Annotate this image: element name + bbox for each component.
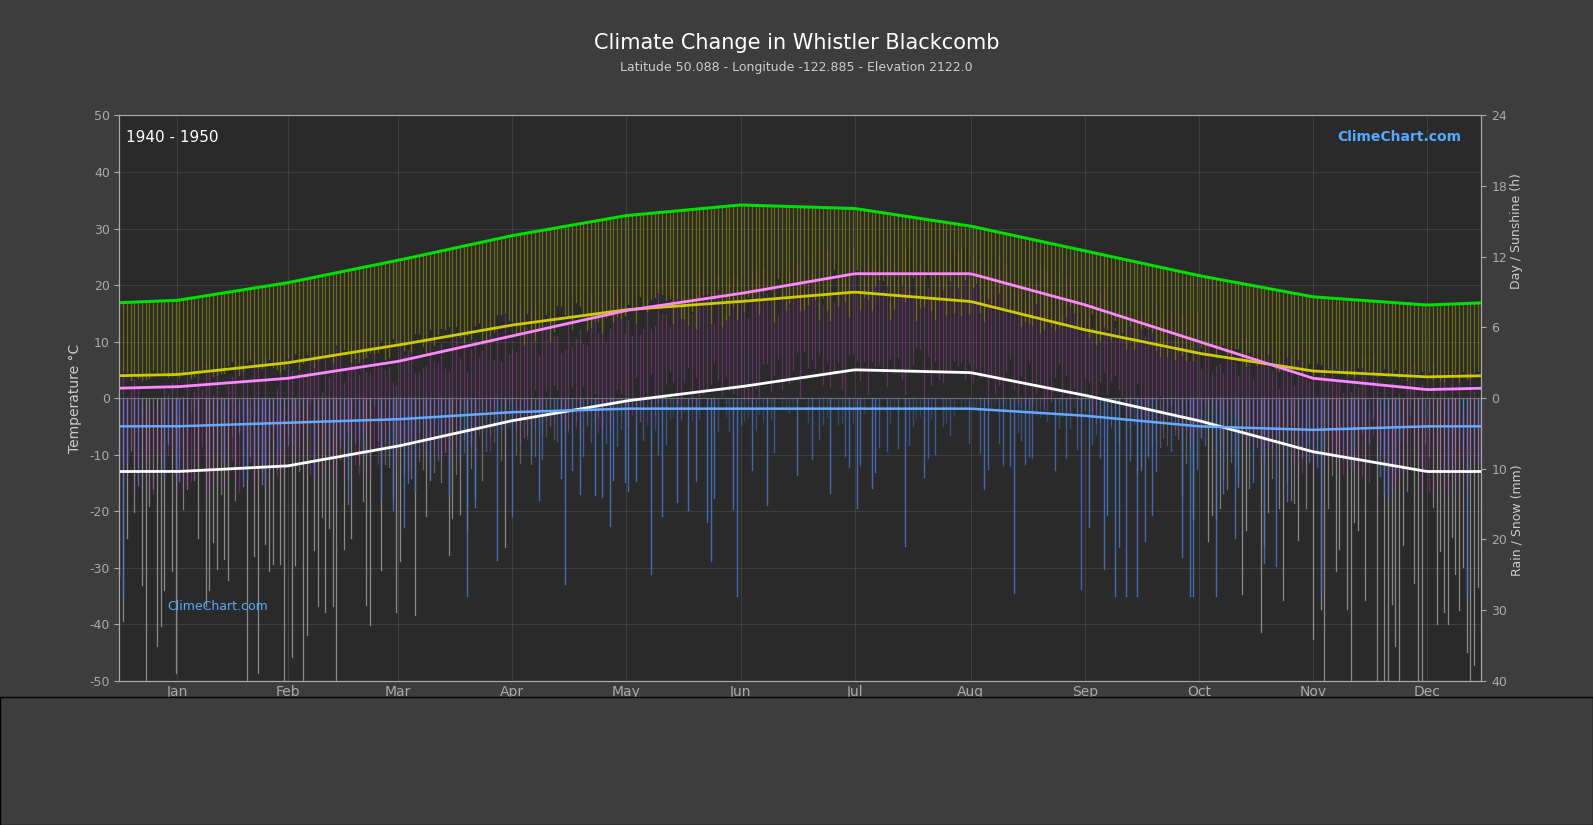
Text: Climate Change in Whistler Blackcomb: Climate Change in Whistler Blackcomb: [594, 33, 999, 53]
Text: Sunshine per day: Sunshine per day: [465, 768, 562, 778]
Text: Rain / Snow (mm): Rain / Snow (mm): [1510, 464, 1523, 576]
Text: —  Daylight per day: — Daylight per day: [430, 740, 542, 750]
Text: Latitude 50.088 - Longitude -122.885 - Elevation 2122.0: Latitude 50.088 - Longitude -122.885 - E…: [620, 61, 973, 74]
Text: ClimeChart.com: ClimeChart.com: [167, 600, 268, 613]
Text: Snow per day: Snow per day: [1126, 742, 1203, 752]
Text: 1940 - 1950: 1940 - 1950: [126, 130, 218, 144]
Text: Temperature °C: Temperature °C: [76, 714, 186, 727]
Text: —  Monthly average: — Monthly average: [76, 766, 188, 775]
Text: —  Monthly average: — Monthly average: [757, 766, 868, 775]
Text: Day / Sunshine (h): Day / Sunshine (h): [430, 714, 559, 727]
Text: © ClimeChart.com: © ClimeChart.com: [1432, 803, 1537, 813]
Text: Rain (mm): Rain (mm): [757, 714, 830, 727]
Text: —  Monthly average sunshine: — Monthly average sunshine: [430, 790, 596, 800]
Y-axis label: Temperature °C: Temperature °C: [68, 343, 83, 453]
Text: Day / Sunshine (h): Day / Sunshine (h): [1510, 173, 1523, 289]
Text: Rain per day: Rain per day: [792, 742, 862, 752]
Text: Snow (mm): Snow (mm): [1091, 714, 1171, 727]
Text: Range min / max per day: Range min / max per day: [112, 742, 253, 752]
Text: —  Monthly average: — Monthly average: [1091, 766, 1203, 775]
Text: ClimeChart.com: ClimeChart.com: [1337, 130, 1461, 144]
